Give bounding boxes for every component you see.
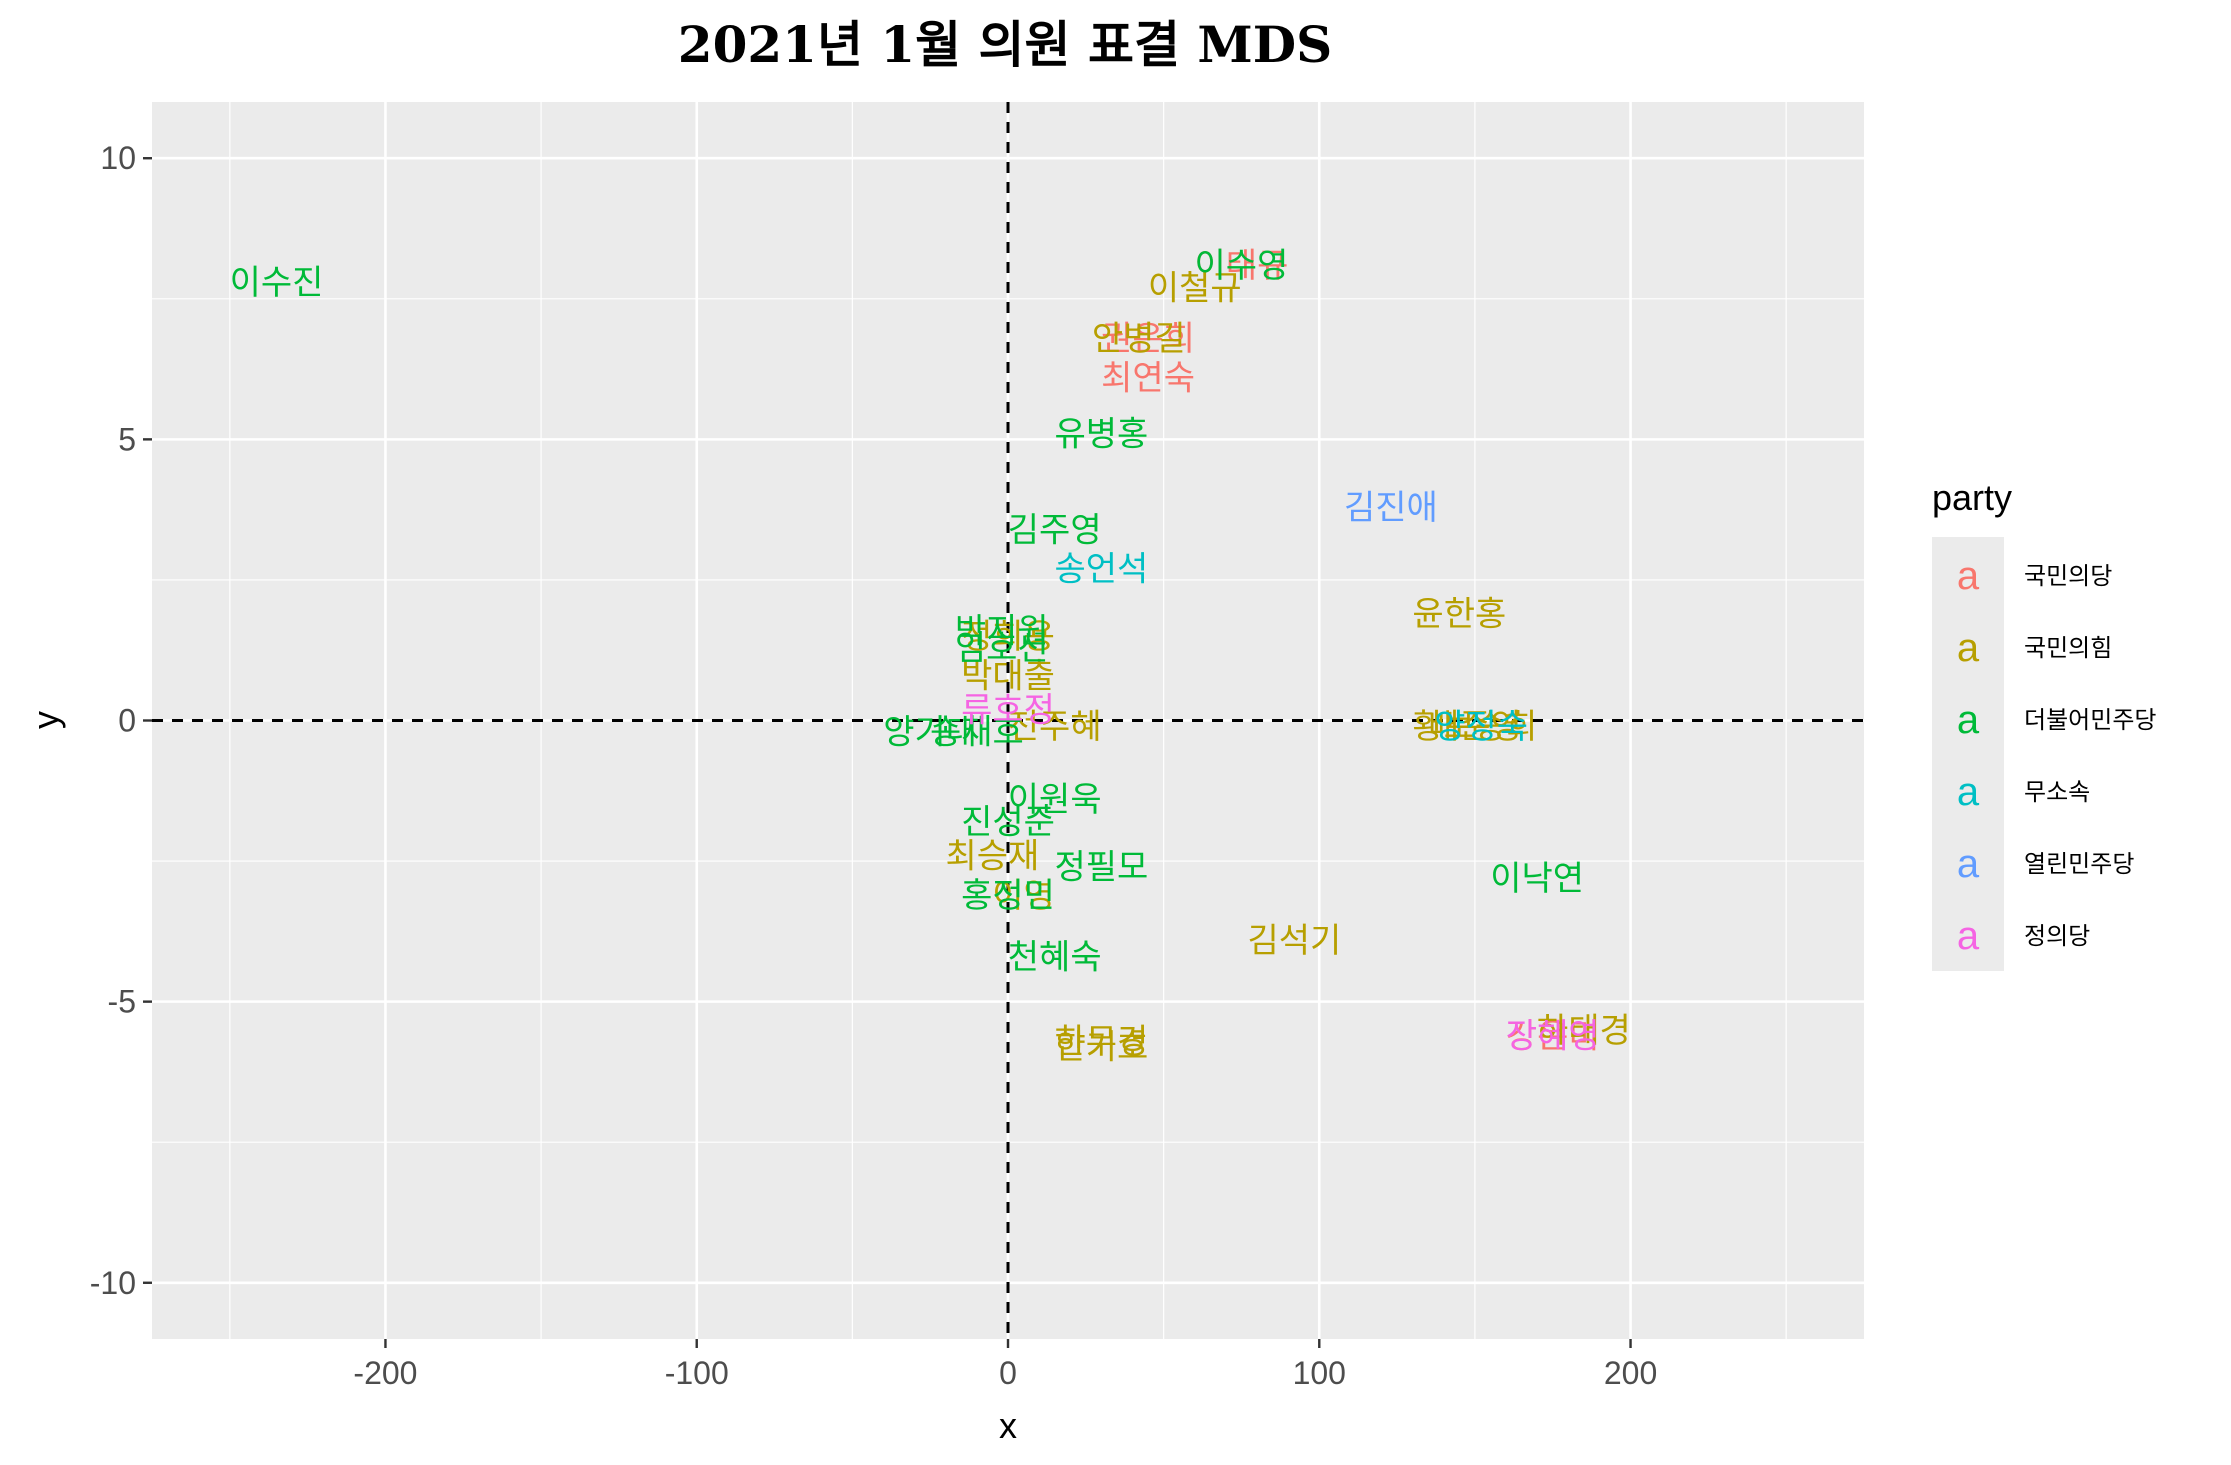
legend-label: 국민의힘 [2024,634,2112,662]
point-label: 류호정 [961,690,1055,730]
point-label: 임호선 [955,628,1049,668]
reference-lines [152,102,1864,1339]
point-label: 이철규 [1148,269,1242,309]
legend-key: a [1957,626,1980,670]
point-label: 한기호 [1054,1028,1148,1068]
point-label: 송언석 [1054,550,1148,590]
legend-key: a [1957,770,1980,814]
legend-title: party [1932,477,2012,518]
legend-key: a [1957,698,1980,742]
point-label: 안병길 [1092,319,1186,359]
point-label: 이영 [992,876,1055,916]
point-label: 유병홍 [1054,415,1148,455]
legend-label: 정의당 [2024,922,2090,950]
legend-label: 무소속 [2024,778,2090,806]
point-label: 배준영 [1428,707,1522,747]
point-label: 진성준 [961,803,1055,843]
legend-label: 열린민주당 [2024,850,2134,878]
y-tick-label: 0 [118,703,136,739]
point-label: 정희용 [961,617,1055,657]
legend: party a 국민의당 a 국민의힘 a 더불어민주당 a 무소속 a 열린민주당 a 정의당 [1932,477,2156,971]
point-label: 이원욱 [1008,780,1102,820]
point-label: 황보승희 [1412,707,1537,747]
point-label: 권은희 [1101,319,1195,359]
point-label: 박대출 [961,657,1055,697]
x-tick-label: -100 [665,1355,729,1391]
point-label: 하태경 [1537,1011,1631,1051]
point-label: 장혜영 [1506,1016,1600,1056]
point-label: 양정숙 [1434,707,1528,747]
point-label: 한무경 [1054,1022,1148,1062]
chart-title: 2021년 1월 의원 표결 MDS [678,15,1332,74]
legend-key: a [1957,842,1980,886]
x-tick-label: 200 [1604,1355,1657,1391]
legend-key-background [1932,537,2004,971]
legend-key: a [1957,914,1980,958]
point-label: 최승재 [946,836,1040,876]
point-label: 강은미 [1506,1016,1600,1056]
point-label: 송재호 [930,713,1024,753]
x-tick-label: 0 [999,1355,1017,1391]
x-axis-label: x [999,1405,1017,1446]
x-axis: -200 -100 0 100 200 [353,1339,1657,1391]
point-label: 이수영 [1195,246,1289,286]
y-tick-label: 5 [118,421,136,457]
point-label: 전주혜 [1008,707,1102,747]
point-label: 양기대 [883,713,977,753]
x-tick-label: 100 [1293,1355,1346,1391]
y-tick-label: 10 [100,140,136,176]
point-label: 김주영 [1008,510,1102,550]
point-label: 홍정민 [961,876,1055,916]
point-label: 이낙연 [1490,859,1584,899]
point-label: 박지원 [955,612,1049,652]
point-label: 천혜숙 [1008,938,1102,978]
gridlines [152,102,1864,1339]
point-label: 이태규 [1195,246,1289,286]
legend-key: a [1957,554,1980,598]
point-label: 이수진 [230,263,324,303]
legend-label: 국민의당 [2024,562,2112,590]
y-axis-label: y [25,711,66,729]
x-tick-label: -200 [353,1355,417,1391]
point-label: 최연숙 [1101,359,1195,399]
point-label: 윤한홍 [1412,595,1506,635]
legend-label: 더불어민주당 [2024,706,2156,734]
y-axis: -10 -5 0 5 10 [90,140,152,1301]
point-label: 김진애 [1344,488,1438,528]
point-label: 정필모 [1054,848,1148,888]
y-tick-label: -10 [90,1265,136,1301]
y-tick-label: -5 [108,984,136,1020]
point-label: 김석기 [1247,921,1341,961]
legend-items: a 국민의당 a 국민의힘 a 더불어민주당 a 무소속 a 열린민주당 a 정의당 [1957,554,2157,958]
